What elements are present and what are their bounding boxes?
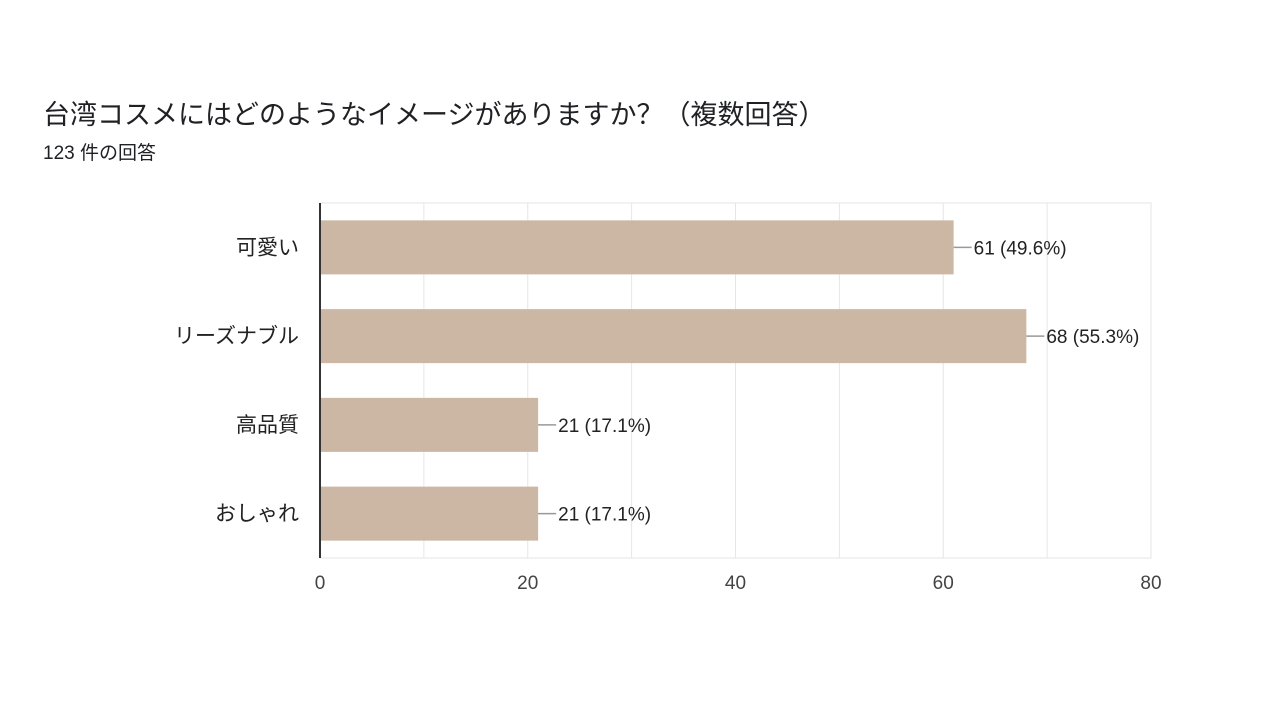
x-tick-label: 80 [1140,573,1161,594]
category-label: リーズナブル [174,325,299,348]
bar-3 [320,397,539,452]
data-label: 61 (49.6%) [974,238,1067,259]
bar-1 [320,220,954,275]
chart-title: 台湾コスメにはどのようなイメージがありますか？（複数回答） [43,100,826,130]
x-tick-label: 40 [725,573,746,594]
bar-4 [320,486,539,541]
category-label: おしゃれ [215,503,299,526]
category-label: 高品質 [236,414,299,437]
x-tick-label: 60 [933,573,954,594]
category-label: 可愛い [236,236,299,259]
bar-2 [320,309,1027,364]
x-tick-label: 20 [517,573,538,594]
data-label: 21 (17.1%) [558,416,651,437]
response-count: 123 件の回答 [43,143,156,164]
data-label: 21 (17.1%) [558,505,651,526]
data-label: 68 (55.3%) [1046,327,1139,348]
x-tick-label: 0 [315,573,326,594]
